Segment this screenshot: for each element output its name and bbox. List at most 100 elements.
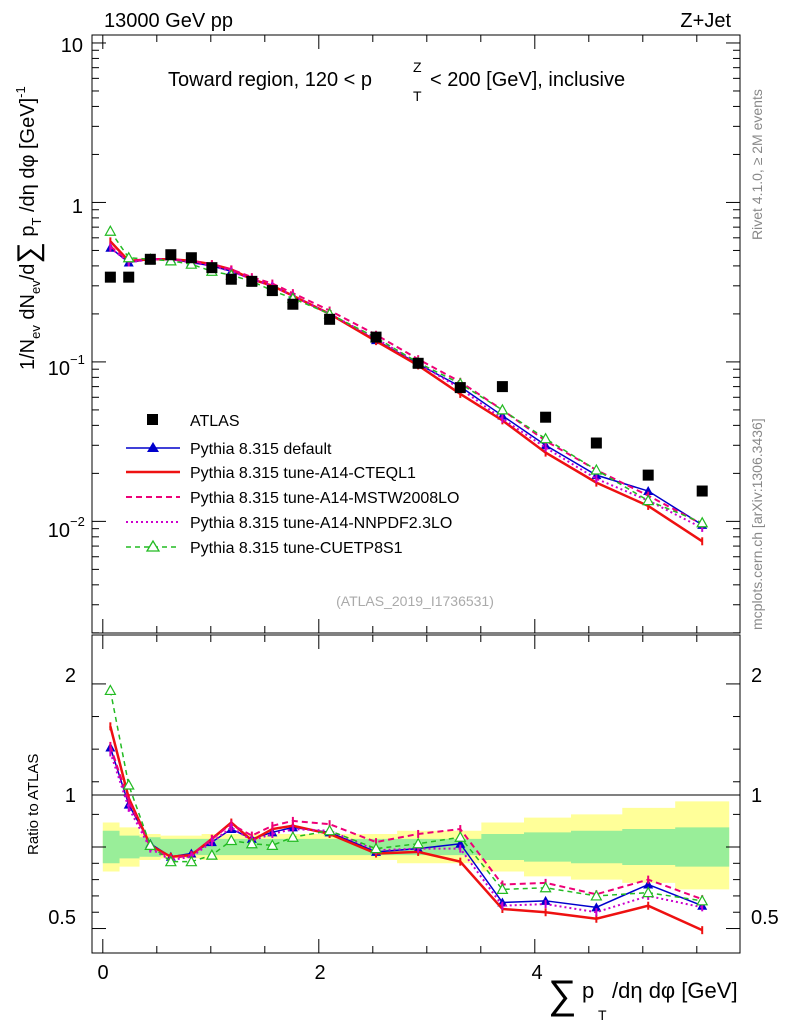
ratio-marker-default	[591, 902, 602, 912]
legend-label-cteql1: Pythia 8.315 tune-A14-CTEQL1	[190, 465, 416, 482]
atlas-data-point	[496, 381, 508, 393]
energy-label: 13000 GeV pp	[104, 10, 233, 32]
atlas-data-point	[165, 249, 177, 261]
ratio-marker-tune-cuetp8s1	[144, 839, 157, 850]
atlas-data-point	[324, 313, 336, 325]
main-plot-frame	[91, 34, 741, 634]
atlas-data-point	[287, 298, 299, 310]
ratio-marker-tune-cuetp8s1	[205, 848, 218, 860]
atlas-data-point	[246, 275, 258, 287]
ratio-tick-1-right: 1	[751, 785, 762, 807]
main-marker-default	[643, 486, 654, 496]
legend-label-default: Pythia 8.315 default	[190, 441, 332, 458]
xtick-label-2: 2	[314, 962, 325, 984]
ratio-marker-tune-cuetp8s1	[539, 881, 552, 893]
legend-label-mstw: Pythia 8.315 tune-A14-MSTW2008LO	[190, 490, 459, 507]
main-marker-tune-cuetp8s1	[696, 516, 709, 528]
ratio-marker-tune-cuetp8s1	[286, 830, 299, 842]
ratio-tick-05-right: 0.5	[751, 907, 779, 929]
ratio-marker-tune-cuetp8s1	[496, 883, 509, 895]
atlas-data-point	[266, 285, 278, 297]
main-line-default	[109, 247, 703, 526]
ratio-marker-tune-cuetp8s1	[642, 886, 655, 898]
atlas-data-point	[696, 485, 708, 497]
ratio-marker-tune-cuetp8s1	[122, 778, 135, 790]
ratio-tick-1-left: 1	[65, 785, 76, 807]
legend-label-nnpdf: Pythia 8.315 tune-A14-NNPDF2.3LO	[190, 515, 452, 532]
x-axis-p: p	[582, 978, 594, 1003]
rivet-label: Rivet 4.1.0, ≥ 2M events	[749, 89, 765, 240]
main-line-tune-a14-nnpdf2.3lo	[109, 246, 703, 529]
legend-marker-default	[147, 442, 159, 452]
ratio-marker-tune-cuetp8s1	[323, 824, 336, 836]
ytick-label-1: 1	[72, 196, 83, 218]
ratio-marker-default	[643, 879, 654, 889]
legend-marker-cuetp8s1	[145, 539, 161, 552]
region-title-tail: < 200 [GeV], inclusive	[430, 69, 625, 91]
ratio-marker-tune-cuetp8s1	[266, 839, 279, 850]
main-marker-tune-cuetp8s1	[539, 432, 552, 444]
region-title-head: Toward region, 120 < p	[168, 69, 372, 91]
atlas-data-point	[412, 357, 424, 369]
main-line-tune-a14-mstw2008lo	[109, 245, 703, 526]
region-title-sub: T	[413, 88, 422, 104]
tick-labels: 10 1 10 −1 10 −2 2 1 0.5 2 1 0.5 0 2 4	[48, 35, 779, 984]
ratio-marker-tune-cuetp8s1	[454, 830, 467, 842]
legend: ATLAS Pythia 8.315 default Pythia 8.315 …	[126, 413, 459, 557]
main-marker-tune-cuetp8s1	[496, 403, 509, 415]
main-marker-tune-cuetp8s1	[642, 494, 655, 506]
atlas-data-point	[185, 252, 197, 264]
main-marker-tune-cuetp8s1	[122, 251, 135, 263]
atlas-data-point	[540, 411, 552, 423]
ratio-tick-2-left: 2	[65, 665, 76, 687]
data-points	[104, 249, 708, 497]
main-ylabel: 1/Nev dNev/d∑ pT /dη dφ [GeV]-1	[12, 86, 45, 370]
ratio-marker-default	[455, 838, 466, 848]
ratio-marker-tune-cuetp8s1	[370, 842, 383, 854]
ytick-label-10: 10	[61, 35, 83, 57]
ytick-exp-0.1: −1	[70, 352, 85, 367]
x-axis-rest: /dη dφ [GeV]	[612, 978, 738, 1003]
atlas-data-point	[144, 253, 156, 265]
process-label: Z+Jet	[680, 10, 731, 32]
legend-label-atlas: ATLAS	[190, 413, 240, 430]
atlas-data-point	[454, 382, 466, 394]
main-marker-tune-cuetp8s1	[104, 224, 117, 236]
ratio-marker-tune-cuetp8s1	[185, 855, 198, 867]
atlas-data-point	[225, 273, 237, 285]
legend-label-cuetp8s1: Pythia 8.315 tune-CUETP8S1	[190, 540, 403, 557]
main-marker-tune-cuetp8s1	[185, 257, 198, 269]
x-axis-sum: ∑	[548, 973, 577, 1017]
ratio-marker-tune-cuetp8s1	[412, 837, 425, 849]
atlas-data-point	[370, 331, 382, 343]
ratio-marker-tune-cuetp8s1	[245, 837, 258, 849]
axis-ticks	[92, 35, 740, 953]
ytick-label-0.01: 10	[48, 520, 70, 542]
atlas-data-point	[123, 271, 135, 283]
xtick-label-0: 0	[97, 962, 108, 984]
ytick-exp-0.01: −2	[70, 514, 85, 529]
main-marker-tune-cuetp8s1	[164, 254, 177, 266]
x-axis-title: ∑ p T /dη dφ [GeV]	[548, 973, 738, 1023]
atlas-data-point	[104, 271, 116, 283]
ratio-marker-tune-cuetp8s1	[104, 684, 117, 696]
ratio-tick-2-right: 2	[751, 665, 762, 687]
legend-marker-atlas	[147, 414, 158, 425]
atlas-data-point	[590, 437, 602, 449]
atlas-data-point	[206, 262, 218, 274]
ratio-marker-tune-cuetp8s1	[225, 834, 238, 846]
ratio-marker-tune-cuetp8s1	[696, 894, 709, 906]
main-ylabel-text: 1/Nev dNev/d∑ pT /dη dφ [GeV]-1	[12, 86, 45, 370]
xtick-label-4: 4	[531, 962, 542, 984]
ratio-marker-tune-cuetp8s1	[164, 855, 177, 867]
mcplots-label: mcplots.cern.ch [arXiv:1306.3436]	[749, 418, 765, 630]
ratio-marker-tune-cuetp8s1	[590, 889, 603, 901]
ratio-series	[104, 684, 709, 935]
region-title-sup: Z	[413, 59, 422, 75]
ratio-plot-frame	[91, 634, 741, 954]
ratio-ylabel: Ratio to ATLAS	[25, 754, 42, 855]
x-axis-sub: T	[598, 1007, 607, 1023]
atlas-data-point	[642, 469, 654, 481]
ratio-tick-05-left: 0.5	[48, 907, 76, 929]
